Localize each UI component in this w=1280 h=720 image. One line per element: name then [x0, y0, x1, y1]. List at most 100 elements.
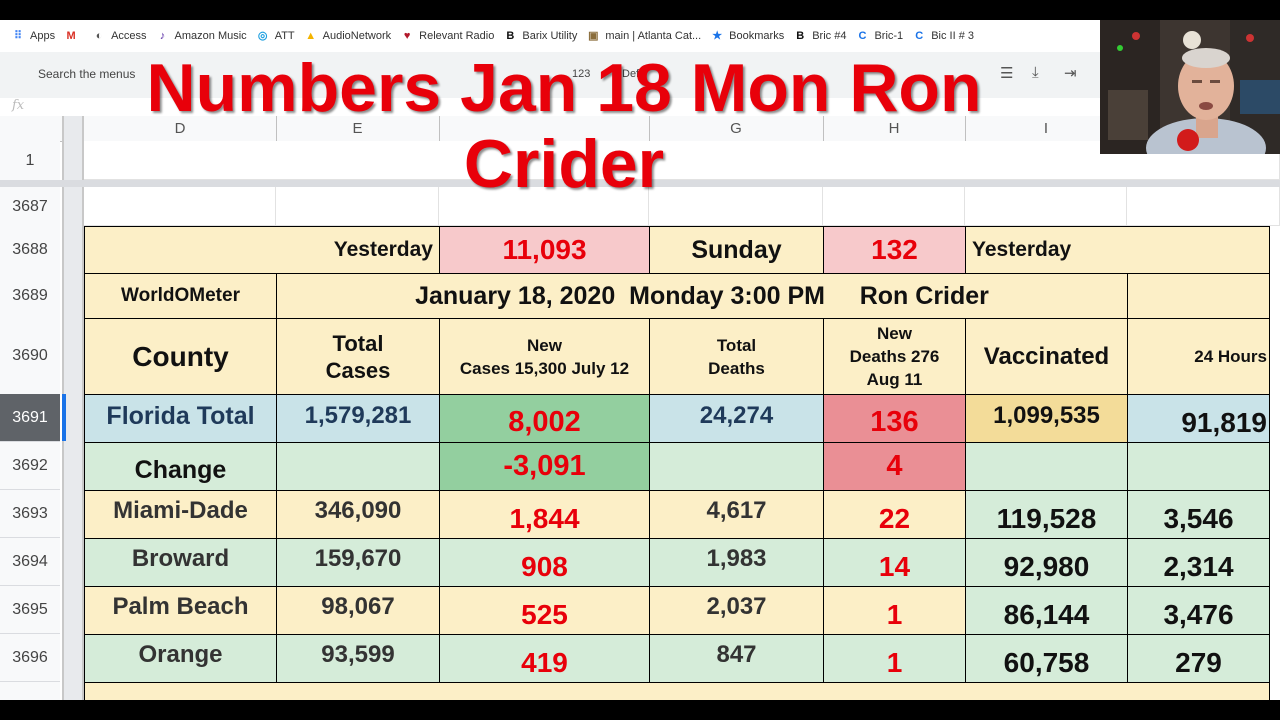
county-total-deaths-cell[interactable]: 2,037 — [649, 586, 824, 635]
county-vaccinated-cell[interactable]: 86,144 — [965, 586, 1128, 635]
county-hours24-cell[interactable]: 2,314 — [1127, 538, 1270, 587]
valign-bottom-icon[interactable]: ⤓ — [1032, 64, 1039, 81]
row-header-3694[interactable]: 3694 — [0, 538, 60, 586]
county-vaccinated-cell[interactable]: 92,980 — [965, 538, 1128, 587]
bookmark-item[interactable]: C Bric-1 — [856, 30, 903, 42]
column-header-e[interactable]: E — [276, 116, 440, 141]
row-header-3688[interactable]: 3688 — [0, 226, 60, 274]
county-new-cases-cell[interactable]: 419 — [439, 634, 650, 683]
county-total-cases-cell[interactable]: 159,670 — [276, 538, 440, 587]
florida-24h-cell[interactable]: 91,819 — [1127, 394, 1270, 443]
number-format-button[interactable]: 123 — [572, 68, 591, 80]
change-new-cases-cell[interactable]: -3,091 — [439, 442, 650, 491]
county-hours24-cell[interactable]: 3,476 — [1127, 586, 1270, 635]
florida-total-deaths-cell[interactable]: 24,274 — [649, 394, 824, 443]
yesterday-label-cell-2[interactable]: Yesterday — [965, 226, 1270, 274]
partial-row-cells[interactable] — [84, 682, 1270, 700]
grid-cell[interactable] — [276, 187, 439, 226]
change-label-cell[interactable]: Change — [84, 442, 277, 491]
county-hours24-cell[interactable]: 279 — [1127, 634, 1270, 683]
bookmark-item[interactable]: B Bric #4 — [794, 30, 846, 42]
bookmark-item[interactable]: ◎ ATT — [257, 30, 295, 42]
county-new-deaths-cell[interactable]: 1 — [823, 586, 966, 635]
county-county-cell[interactable]: Palm Beach — [84, 586, 277, 635]
grid-cell[interactable] — [439, 187, 649, 226]
day-cell[interactable]: Sunday — [649, 226, 824, 274]
row-header-1[interactable]: 1 — [0, 141, 60, 181]
bookmark-item[interactable]: ♪ Amazon Music — [157, 30, 247, 42]
yesterday-deaths-cell[interactable]: 132 — [823, 226, 966, 274]
county-vaccinated-cell[interactable]: 60,758 — [965, 634, 1128, 683]
total-cases-header-cell[interactable]: Total Cases — [276, 318, 440, 395]
date-line-cell[interactable]: January 18, 2020 Monday 3:00 PM Ron Crid… — [276, 273, 1128, 319]
column-header-d[interactable]: D — [84, 116, 277, 141]
frozen-row-divider[interactable] — [0, 180, 1280, 187]
county-total-cases-cell[interactable]: 98,067 — [276, 586, 440, 635]
total-deaths-header-cell[interactable]: Total Deaths — [649, 318, 824, 395]
florida-total-cases-cell[interactable]: 1,579,281 — [276, 394, 440, 443]
county-county-cell[interactable]: Miami-Dade — [84, 490, 277, 539]
florida-new-deaths-cell[interactable]: 136 — [823, 394, 966, 443]
bookmark-item[interactable]: ⠿ Apps — [12, 30, 55, 42]
column-header-h[interactable]: H — [823, 116, 966, 141]
row-header-3697[interactable] — [0, 682, 60, 700]
bookmark-item[interactable]: B Barix Utility — [504, 30, 577, 42]
bookmark-item[interactable]: ▣ main | Atlanta Cat... — [587, 30, 701, 42]
county-new-deaths-cell[interactable]: 1 — [823, 634, 966, 683]
bookmark-item[interactable]: C Bic II # 3 — [913, 30, 974, 42]
row-header-3695[interactable]: 3695 — [0, 586, 60, 634]
new-deaths-header-cell[interactable]: New Deaths 276 Aug 11 — [823, 318, 966, 395]
column-header-g[interactable]: G — [649, 116, 824, 141]
grid-cell[interactable] — [649, 187, 823, 226]
florida-new-cases-cell[interactable]: 8,002 — [439, 394, 650, 443]
yesterday-cases-cell[interactable]: 11,093 — [439, 226, 650, 274]
bookmark-item[interactable]: M — [65, 30, 83, 42]
grid-cell[interactable] — [84, 187, 276, 226]
row-header-3692[interactable]: 3692 — [0, 442, 60, 490]
county-new-cases-cell[interactable]: 1,844 — [439, 490, 650, 539]
bookmark-item[interactable]: ◐ Access — [93, 30, 147, 42]
bookmark-item[interactable]: ♥ Relevant Radio — [401, 30, 494, 42]
county-total-deaths-cell[interactable]: 1,983 — [649, 538, 824, 587]
column-header-f[interactable] — [439, 116, 650, 141]
grid-cell[interactable] — [276, 442, 440, 491]
county-new-cases-cell[interactable]: 908 — [439, 538, 650, 587]
vaccinated-header-cell[interactable]: Vaccinated — [965, 318, 1128, 395]
hours24-header-cell[interactable]: 24 Hours — [1127, 318, 1270, 395]
county-new-deaths-cell[interactable]: 22 — [823, 490, 966, 539]
county-vaccinated-cell[interactable]: 119,528 — [965, 490, 1128, 539]
row-header-3693[interactable]: 3693 — [0, 490, 60, 538]
font-select[interactable]: Defa — [622, 68, 646, 80]
grid-cell[interactable] — [649, 442, 824, 491]
row-header-3696[interactable]: 3696 — [0, 634, 60, 682]
search-menus-input[interactable]: Search the menus — [38, 67, 136, 81]
new-cases-header-cell[interactable]: New Cases 15,300 July 12 — [439, 318, 650, 395]
grid-cell[interactable] — [965, 187, 1127, 226]
align-left-icon[interactable]: ☰ — [1000, 65, 1014, 82]
county-total-deaths-cell[interactable]: 847 — [649, 634, 824, 683]
county-header-cell[interactable]: County — [84, 318, 277, 395]
row-header-3689[interactable]: 3689 — [0, 273, 60, 319]
source-cell[interactable]: WorldOMeter — [84, 273, 277, 319]
text-wrap-icon[interactable]: ⇥ — [1064, 65, 1077, 82]
grid-cell[interactable] — [1127, 442, 1270, 491]
florida-vaccinated-cell[interactable]: 1,099,535 — [965, 394, 1128, 443]
grid-cell[interactable] — [965, 442, 1128, 491]
county-total-deaths-cell[interactable]: 4,617 — [649, 490, 824, 539]
row-header-3690[interactable]: 3690 — [0, 318, 60, 395]
county-county-cell[interactable]: Broward — [84, 538, 277, 587]
select-all-corner[interactable] — [0, 116, 62, 141]
row-header-3691[interactable]: 3691 — [0, 394, 60, 442]
county-new-cases-cell[interactable]: 525 — [439, 586, 650, 635]
change-new-deaths-cell[interactable]: 4 — [823, 442, 966, 491]
county-total-cases-cell[interactable]: 93,599 — [276, 634, 440, 683]
county-hours24-cell[interactable]: 3,546 — [1127, 490, 1270, 539]
bookmark-item[interactable]: ★ Bookmarks — [711, 30, 784, 42]
grid-cell[interactable] — [823, 187, 965, 226]
grid-cell[interactable] — [1127, 273, 1270, 319]
county-total-cases-cell[interactable]: 346,090 — [276, 490, 440, 539]
yesterday-label-cell[interactable]: Yesterday — [84, 226, 440, 274]
row-1-cells[interactable] — [84, 141, 1280, 180]
florida-total-county-cell[interactable]: Florida Total — [84, 394, 277, 443]
bookmark-item[interactable]: ▲ AudioNetwork — [305, 30, 391, 42]
